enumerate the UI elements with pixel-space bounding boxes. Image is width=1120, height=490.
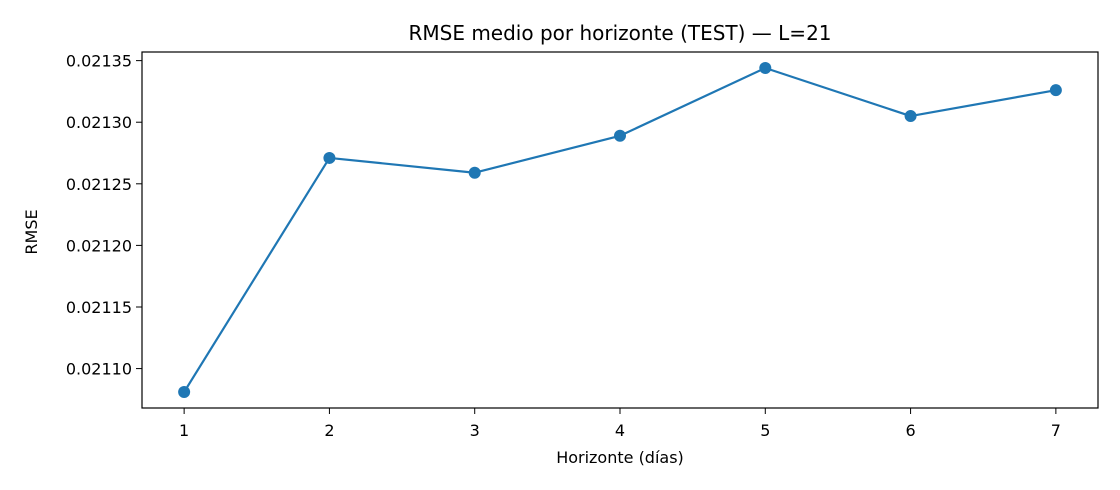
x-tick-label: 2 (324, 421, 334, 440)
y-tick-label: 0.02115 (66, 298, 132, 317)
data-point (614, 129, 626, 142)
chart-title: RMSE medio por horizonte (TEST) — L=21 (408, 21, 831, 45)
y-tick-label: 0.02125 (66, 175, 132, 194)
y-axis: 0.02110 0.02115 0.02120 0.02125 0.02130 0.021… (66, 52, 142, 379)
y-tick-label: 0.02130 (66, 113, 132, 132)
x-tick-label: 5 (760, 421, 770, 440)
x-tick-label: 4 (615, 421, 625, 440)
x-tick-label: 1 (179, 421, 189, 440)
y-tick-label: 0.02120 (66, 236, 132, 255)
x-axis: 1 2 3 4 5 6 7 (179, 408, 1061, 440)
data-point (323, 151, 336, 164)
data-point (178, 385, 191, 398)
data-point (468, 166, 481, 179)
x-tick-label: 3 (470, 421, 480, 440)
y-tick-label: 0.02110 (66, 360, 132, 379)
x-tick-label: 7 (1051, 421, 1061, 440)
data-point (759, 62, 772, 75)
x-axis-label: Horizonte (días) (556, 448, 684, 467)
series-line (183, 66, 1057, 393)
y-tick-label: 0.02135 (66, 52, 132, 71)
y-axis-label: RMSE (22, 209, 41, 254)
plot-area (178, 62, 1062, 398)
data-point (904, 110, 917, 123)
data-point (1049, 84, 1062, 97)
x-tick-label: 6 (905, 421, 915, 440)
